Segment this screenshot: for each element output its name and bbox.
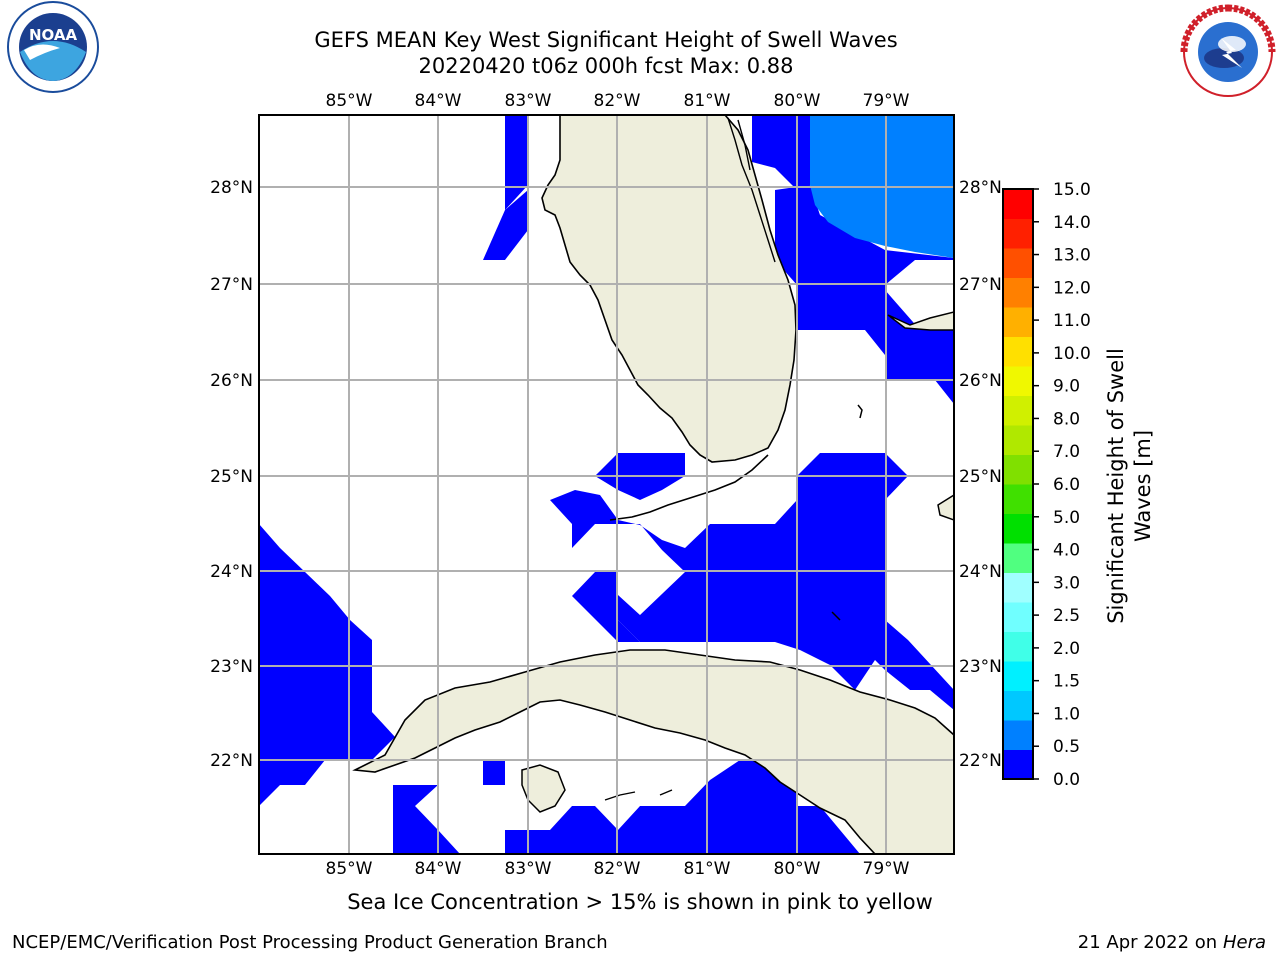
- colorbar-tick-label: 2.0: [1053, 639, 1080, 659]
- colorbar-tick-label: 13.0: [1053, 246, 1091, 266]
- colorbar: 0.0 0.5 1.0 1.5 2.0 2.5 3.0 4.0 5.0 6.0 7.0 8.0 9.0 1…: [1002, 180, 1091, 790]
- lon-label-top: 81°W: [684, 91, 731, 111]
- colorbar-tick-label: 0.5: [1053, 737, 1080, 757]
- colorbar-swatch: [1003, 307, 1033, 337]
- lat-label-right: 24°N: [959, 562, 1002, 582]
- sea-ice-caption: Sea Ice Concentration > 15% is shown in …: [347, 890, 933, 914]
- lon-label-bottom: 83°W: [505, 859, 552, 879]
- lat-label-left: 25°N: [210, 467, 253, 487]
- colorbar-swatch: [1003, 454, 1033, 485]
- lon-label-top: 82°W: [594, 91, 641, 111]
- footer-credit: NCEP/EMC/Verification Post Processing Pr…: [12, 932, 608, 953]
- lat-label-left: 27°N: [210, 275, 253, 295]
- lon-label-top: 85°W: [326, 91, 373, 111]
- lat-labels-right: 28°N 27°N 26°N 25°N 24°N 23°N 22°N: [959, 178, 1002, 771]
- lat-labels-left: 28°N 27°N 26°N 25°N 24°N 23°N 22°N: [210, 178, 253, 771]
- florida-land: [541, 115, 797, 463]
- lat-label-right: 23°N: [959, 657, 1002, 677]
- lon-labels-top: 85°W 84°W 83°W 82°W 81°W 80°W 79°W: [326, 91, 910, 111]
- colorbar-tick-label: 10.0: [1053, 344, 1091, 364]
- colorbar-swatch: [1003, 277, 1033, 308]
- florida-keys: [609, 454, 769, 521]
- footer-host: Hera: [1222, 932, 1266, 953]
- noaa-logo-text: NOAA: [29, 26, 78, 44]
- colorbar-tick-label: 5.0: [1053, 508, 1080, 528]
- colorbar-tick-label: 8.0: [1053, 409, 1080, 429]
- cuba-land: [352, 649, 954, 854]
- lon-label-bottom: 79°W: [863, 859, 910, 879]
- colorbar-swatch: [1003, 749, 1033, 780]
- lat-label-right: 27°N: [959, 275, 1002, 295]
- colorbar-tick-label: 1.0: [1053, 704, 1080, 724]
- colorbar-tick-label: 2.5: [1053, 606, 1080, 626]
- lon-label-top: 84°W: [415, 91, 462, 111]
- lon-label-top: 83°W: [505, 91, 552, 111]
- colorbar-swatch: [1003, 631, 1033, 662]
- graticule: [259, 115, 954, 854]
- map-panel: [259, 115, 954, 854]
- lat-label-left: 24°N: [210, 562, 253, 582]
- colorbar-tick-label: 4.0: [1053, 541, 1080, 561]
- isle-of-youth: [521, 764, 566, 813]
- lon-label-bottom: 84°W: [415, 859, 462, 879]
- colorbar-tick-label: 11.0: [1053, 311, 1091, 331]
- colorbar-swatch: [1003, 661, 1033, 691]
- colorbar-tick-label: 7.0: [1053, 442, 1080, 462]
- lat-label-left: 23°N: [210, 657, 253, 677]
- colorbar-tick-label: 0.0: [1053, 770, 1080, 790]
- colorbar-swatch: [1003, 189, 1033, 219]
- colorbar-swatch: [1003, 543, 1033, 573]
- colorbar-tick-label: 9.0: [1053, 377, 1080, 397]
- colorbar-tick-label: 3.0: [1053, 573, 1080, 593]
- noaa-logo: NOAA: [7, 1, 99, 93]
- colorbar-tick-label: 14.0: [1053, 213, 1091, 233]
- lon-label-bottom: 80°W: [774, 859, 821, 879]
- colorbar-swatch: [1003, 690, 1033, 721]
- lat-label-left: 22°N: [210, 751, 253, 771]
- lon-label-top: 80°W: [774, 91, 821, 111]
- colorbar-swatch: [1003, 395, 1033, 426]
- colorbar-swatch: [1003, 248, 1033, 278]
- lat-label-right: 26°N: [959, 371, 1002, 391]
- colorbar-tick-label: 12.0: [1053, 278, 1091, 298]
- footer-date-text: 21 Apr 2022 on: [1077, 932, 1223, 953]
- lat-label-right: 25°N: [959, 467, 1002, 487]
- colorbar-tick-label: 6.0: [1053, 475, 1080, 495]
- map-title-line1: GEFS MEAN Key West Significant Height of…: [314, 28, 898, 52]
- colorbar-swatch: [1003, 366, 1033, 396]
- colorbar-swatch: [1003, 425, 1033, 455]
- colorbar-label-line1: Significant Height of Swell: [1104, 348, 1128, 624]
- lon-label-bottom: 85°W: [326, 859, 373, 879]
- lat-label-right: 22°N: [959, 751, 1002, 771]
- colorbar-swatch: [1003, 513, 1033, 544]
- lat-label-left: 26°N: [210, 371, 253, 391]
- lat-label-left: 28°N: [210, 178, 253, 198]
- colorbar-tick-label: 15.0: [1053, 180, 1091, 200]
- nws-logo: [1180, 4, 1276, 97]
- footer-date: 21 Apr 2022 on Hera: [1078, 932, 1266, 953]
- colorbar-swatch: [1003, 572, 1033, 603]
- map-frame: [258, 114, 955, 855]
- lon-label-bottom: 81°W: [684, 859, 731, 879]
- lon-label-top: 79°W: [863, 91, 910, 111]
- colorbar-swatch: [1003, 720, 1033, 750]
- colorbar-swatch: [1003, 218, 1033, 249]
- colorbar-swatch: [1003, 484, 1033, 514]
- swell-fill-low: [259, 115, 954, 854]
- lon-label-bottom: 82°W: [594, 859, 641, 879]
- colorbar-tick-label: 1.5: [1053, 672, 1080, 692]
- map-title-line2: 20220420 t06z 000h fcst Max: 0.88: [418, 54, 794, 78]
- colorbar-label-line2: Waves [m]: [1131, 430, 1155, 542]
- colorbar-swatch: [1003, 602, 1033, 632]
- colorbar-swatch: [1003, 336, 1033, 367]
- lon-labels-bottom: 85°W 84°W 83°W 82°W 81°W 80°W 79°W: [326, 859, 910, 879]
- lat-label-right: 28°N: [959, 178, 1002, 198]
